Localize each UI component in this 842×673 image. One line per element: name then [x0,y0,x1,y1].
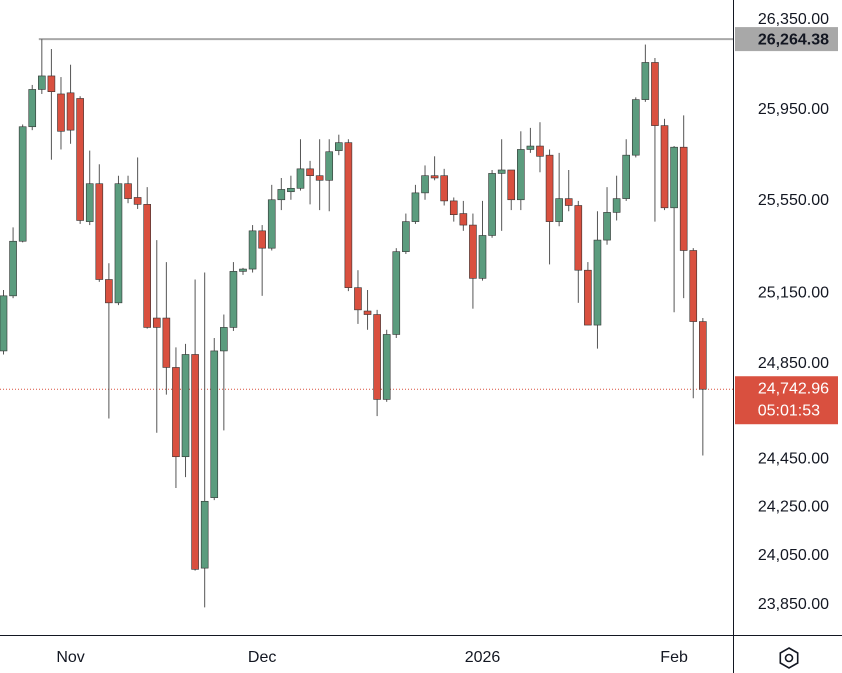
candle-body [9,240,17,297]
y-tick-label: 25,950.00 [758,101,829,118]
high-label-box [735,27,838,52]
candle-body [517,149,525,201]
candle-body [181,354,190,458]
candle-body [488,173,496,236]
y-tick-label: 24,250.00 [758,499,829,516]
last-price-box [735,376,838,425]
candle-body [296,168,305,189]
candle-body [459,213,468,226]
candle-body [670,146,678,209]
candle-body [229,271,238,328]
candle-body [622,154,631,199]
candle-body [114,183,123,304]
candle-body [143,204,151,328]
candle-body [411,192,420,222]
settings-icon[interactable] [779,647,799,669]
candle-body [526,145,535,150]
candle-body [402,221,410,252]
x-tick-label: Dec [248,649,276,666]
candle-body [651,62,659,126]
candle-body [593,239,602,326]
candle-body [584,269,592,326]
candle-body [152,317,161,328]
candle-body [38,75,46,90]
x-tick-label: Nov [56,649,84,666]
candle-body [421,175,429,194]
candle-body [287,187,295,193]
y-tick-label: 24,850.00 [758,355,829,372]
candle-body [373,314,381,400]
candle-body [172,367,180,458]
candle-body [574,205,583,271]
candle-body [105,279,113,304]
y-tick-label: 24,450.00 [758,450,829,467]
candle-body [258,230,266,249]
candle-body [497,169,506,174]
candle-body [76,98,84,221]
candle-body [57,93,65,132]
candle-body [162,317,171,368]
candle-body [536,145,544,157]
candle-body [47,75,56,92]
countdown-label: 05:01:53 [758,402,820,419]
candle-body [220,327,228,352]
y-tick-label: 26,350.00 [758,11,829,28]
candle-body [478,235,487,279]
y-tick-label: 24,050.00 [758,547,829,564]
candle-body [631,99,640,156]
candle-body [507,169,516,201]
candle-body [603,212,611,241]
candle-body [277,189,286,201]
candle-body [210,350,219,498]
candle-body [382,334,391,400]
candle-body [660,125,669,209]
candle-body [248,230,257,270]
candle-body [325,151,334,181]
candle-body [440,175,448,202]
candle-body [334,142,343,151]
y-tick-label: 25,150.00 [758,285,829,302]
candle-body [555,198,563,222]
candle-body [315,175,324,181]
candle-body [124,183,132,199]
y-tick-label: 25,550.00 [758,192,829,209]
candle-body [239,268,247,272]
candle-body [564,198,573,206]
x-tick-label: 2026 [465,649,501,666]
candle-body [267,199,276,249]
candle-body [612,198,621,213]
x-tick-label: Feb [660,649,688,666]
candle-body [191,354,199,570]
candle-body [363,310,372,315]
candle-body [95,183,104,280]
candle-body [200,500,209,569]
candle-body [85,183,94,222]
candle-body [306,168,314,177]
candle-body [679,146,688,251]
candle-body [545,154,554,222]
candle-body [28,89,37,128]
last-price-label: 24,742.96 [758,380,829,397]
candle-body [641,62,650,100]
settings-hexagon [779,647,799,669]
candle-body [449,200,458,216]
settings-center [784,653,794,663]
candle-body [392,251,401,335]
candle-body [354,287,362,311]
candle-body [469,224,477,279]
candle-body [344,142,353,288]
candle-body [689,250,698,322]
candle-body [430,175,439,179]
high-label: 26,264.38 [758,31,829,48]
candle-body [0,295,8,352]
candle-body [133,197,142,205]
candle-body [66,92,75,131]
candle-body [18,126,27,242]
y-tick-label: 23,850.00 [758,596,829,613]
candle-body [699,321,707,390]
